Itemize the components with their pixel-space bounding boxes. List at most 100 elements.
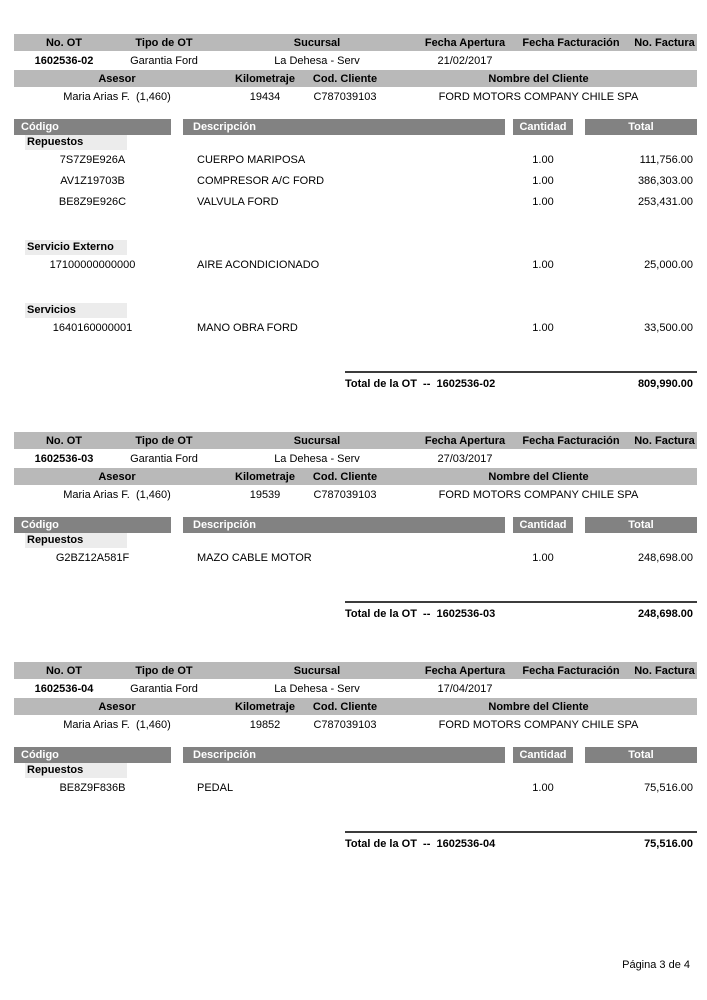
col-header-cod-cliente: Cod. Cliente [312,72,378,85]
asesor-value: Maria Arias F. (1,460) [63,718,171,731]
item-quantity: 1.00 [532,552,554,564]
col-header-asesor: Asesor [98,72,136,85]
col-header-nombre-cliente: Nombre del Cliente [488,72,589,85]
item-description: PEDAL [197,782,234,794]
col-header-nombre-cliente: Nombre del Cliente [488,470,589,483]
ot-total-row: Total de la OT -- 1602536-02 809,990.00 [345,371,697,390]
nombre-cliente-value: FORD MOTORS COMPANY CHILE SPA [438,488,639,501]
col-header-fecha-apertura: Fecha Apertura [424,434,506,447]
col-header-sucursal: Sucursal [293,664,341,677]
col-header-codigo: Código [14,119,171,135]
item-total: 75,516.00 [644,782,693,794]
sucursal-value: La Dehesa - Serv [274,54,360,67]
table-row: AV1Z19703B COMPRESOR A/C FORD 1.00 386,3… [14,171,697,192]
item-group-repuestos: Repuestos G2BZ12A581F MAZO CABLE MOTOR 1… [14,533,697,569]
col-header-cantidad: Cantidad [513,517,573,533]
item-code: 1640160000001 [52,322,133,334]
item-total: 248,698.00 [637,552,693,564]
ot-total-amount: 248,698.00 [637,608,693,620]
item-total: 111,756.00 [639,154,693,166]
group-label: Servicios [25,303,697,318]
item-quantity: 1.00 [532,154,554,166]
col-header-no-factura: No. Factura [634,434,695,447]
ot-section-1602536-02: No. OT Tipo de OT Sucursal Fecha Apertur… [14,34,697,390]
ot-values-row: 1602536-02 Garantia Ford La Dehesa - Ser… [14,52,697,69]
fecha-apertura-value: 27/03/2017 [437,452,493,465]
group-label: Repuestos [25,763,697,778]
kilometraje-value: 19852 [249,718,281,731]
item-description: MANO OBRA FORD [197,322,298,334]
col-header-cantidad: Cantidad [513,119,573,135]
col-header-tipo-ot: Tipo de OT [135,36,193,49]
report-content: No. OT Tipo de OT Sucursal Fecha Apertur… [14,34,697,850]
group-label: Servicio Externo [25,240,697,255]
col-header-tipo-ot: Tipo de OT [135,664,193,677]
item-total: 25,000.00 [644,259,693,271]
col-header-descripcion: Descripción [183,517,505,533]
no-ot-value: 1602536-03 [34,452,94,465]
group-label-text: Servicio Externo [25,240,127,255]
cod-cliente-value: C787039103 [313,90,377,103]
item-quantity: 1.00 [532,259,554,271]
fecha-apertura-value: 17/04/2017 [437,682,493,695]
col-header-fecha-facturacion: Fecha Facturación [522,36,620,49]
group-label-text: Repuestos [25,135,127,150]
tipo-ot-value: Garantia Ford [130,682,198,695]
table-row: G2BZ12A581F MAZO CABLE MOTOR 1.00 248,69… [14,548,697,569]
client-values-row: Maria Arias F. (1,460) 19434 C787039103 … [14,88,697,105]
col-header-total: Total [585,119,697,135]
col-header-fecha-facturacion: Fecha Facturación [522,434,620,447]
item-code: AV1Z19703B [60,175,125,187]
col-header-fecha-facturacion: Fecha Facturación [522,664,620,677]
col-header-codigo: Código [14,747,171,763]
item-description: COMPRESOR A/C FORD [197,175,325,187]
item-description: CUERPO MARIPOSA [197,154,306,166]
col-header-fecha-apertura: Fecha Apertura [424,664,506,677]
cod-cliente-value: C787039103 [313,488,377,501]
group-label-text: Repuestos [25,763,127,778]
item-quantity: 1.00 [532,196,554,208]
col-header-no-factura: No. Factura [634,664,695,677]
item-group-repuestos: Repuestos BE8Z9F836B PEDAL 1.00 75,516.0… [14,763,697,799]
no-ot-value: 1602536-02 [34,54,94,67]
cod-cliente-value: C787039103 [313,718,377,731]
col-header-kilometraje: Kilometraje [235,470,295,483]
col-header-tipo-ot: Tipo de OT [135,434,193,447]
client-header-row: Asesor Kilometraje Cod. Cliente Nombre d… [14,698,697,715]
item-code: G2BZ12A581F [55,552,130,564]
kilometraje-value: 19539 [249,488,281,501]
col-header-kilometraje: Kilometraje [235,72,295,85]
item-description: AIRE ACONDICIONADO [197,259,320,271]
item-group-repuestos: Repuestos 7S7Z9E926A CUERPO MARIPOSA 1.0… [14,135,697,213]
item-total: 386,303.00 [637,175,693,187]
col-header-fecha-apertura: Fecha Apertura [424,36,506,49]
sucursal-value: La Dehesa - Serv [274,452,360,465]
col-header-no-ot: No. OT [45,36,83,49]
col-header-total: Total [585,517,697,533]
item-description: MAZO CABLE MOTOR [197,552,312,564]
ot-total-row: Total de la OT -- 1602536-04 75,516.00 [345,831,697,850]
client-header-row: Asesor Kilometraje Cod. Cliente Nombre d… [14,468,697,485]
item-code: 7S7Z9E926A [59,154,126,166]
ot-header-row: No. OT Tipo de OT Sucursal Fecha Apertur… [14,432,697,449]
item-quantity: 1.00 [532,782,554,794]
client-values-row: Maria Arias F. (1,460) 19852 C787039103 … [14,716,697,733]
ot-total-amount: 809,990.00 [637,378,693,390]
fecha-apertura-value: 21/02/2017 [437,54,493,67]
no-ot-value: 1602536-04 [34,682,94,695]
client-header-row: Asesor Kilometraje Cod. Cliente Nombre d… [14,70,697,87]
nombre-cliente-value: FORD MOTORS COMPANY CHILE SPA [438,718,639,731]
group-label: Repuestos [25,135,697,150]
col-header-descripcion: Descripción [183,119,505,135]
ot-total-row: Total de la OT -- 1602536-03 248,698.00 [345,601,697,620]
items-header-row: Código Descripción Cantidad Total [14,747,697,763]
ot-total-label: Total de la OT -- 1602536-03 [345,608,496,620]
item-quantity: 1.00 [532,175,554,187]
item-code: BE8Z9E926C [58,196,127,208]
col-header-cod-cliente: Cod. Cliente [312,700,378,713]
tipo-ot-value: Garantia Ford [130,54,198,67]
col-header-sucursal: Sucursal [293,36,341,49]
item-description: VALVULA FORD [197,196,279,208]
col-header-kilometraje: Kilometraje [235,700,295,713]
